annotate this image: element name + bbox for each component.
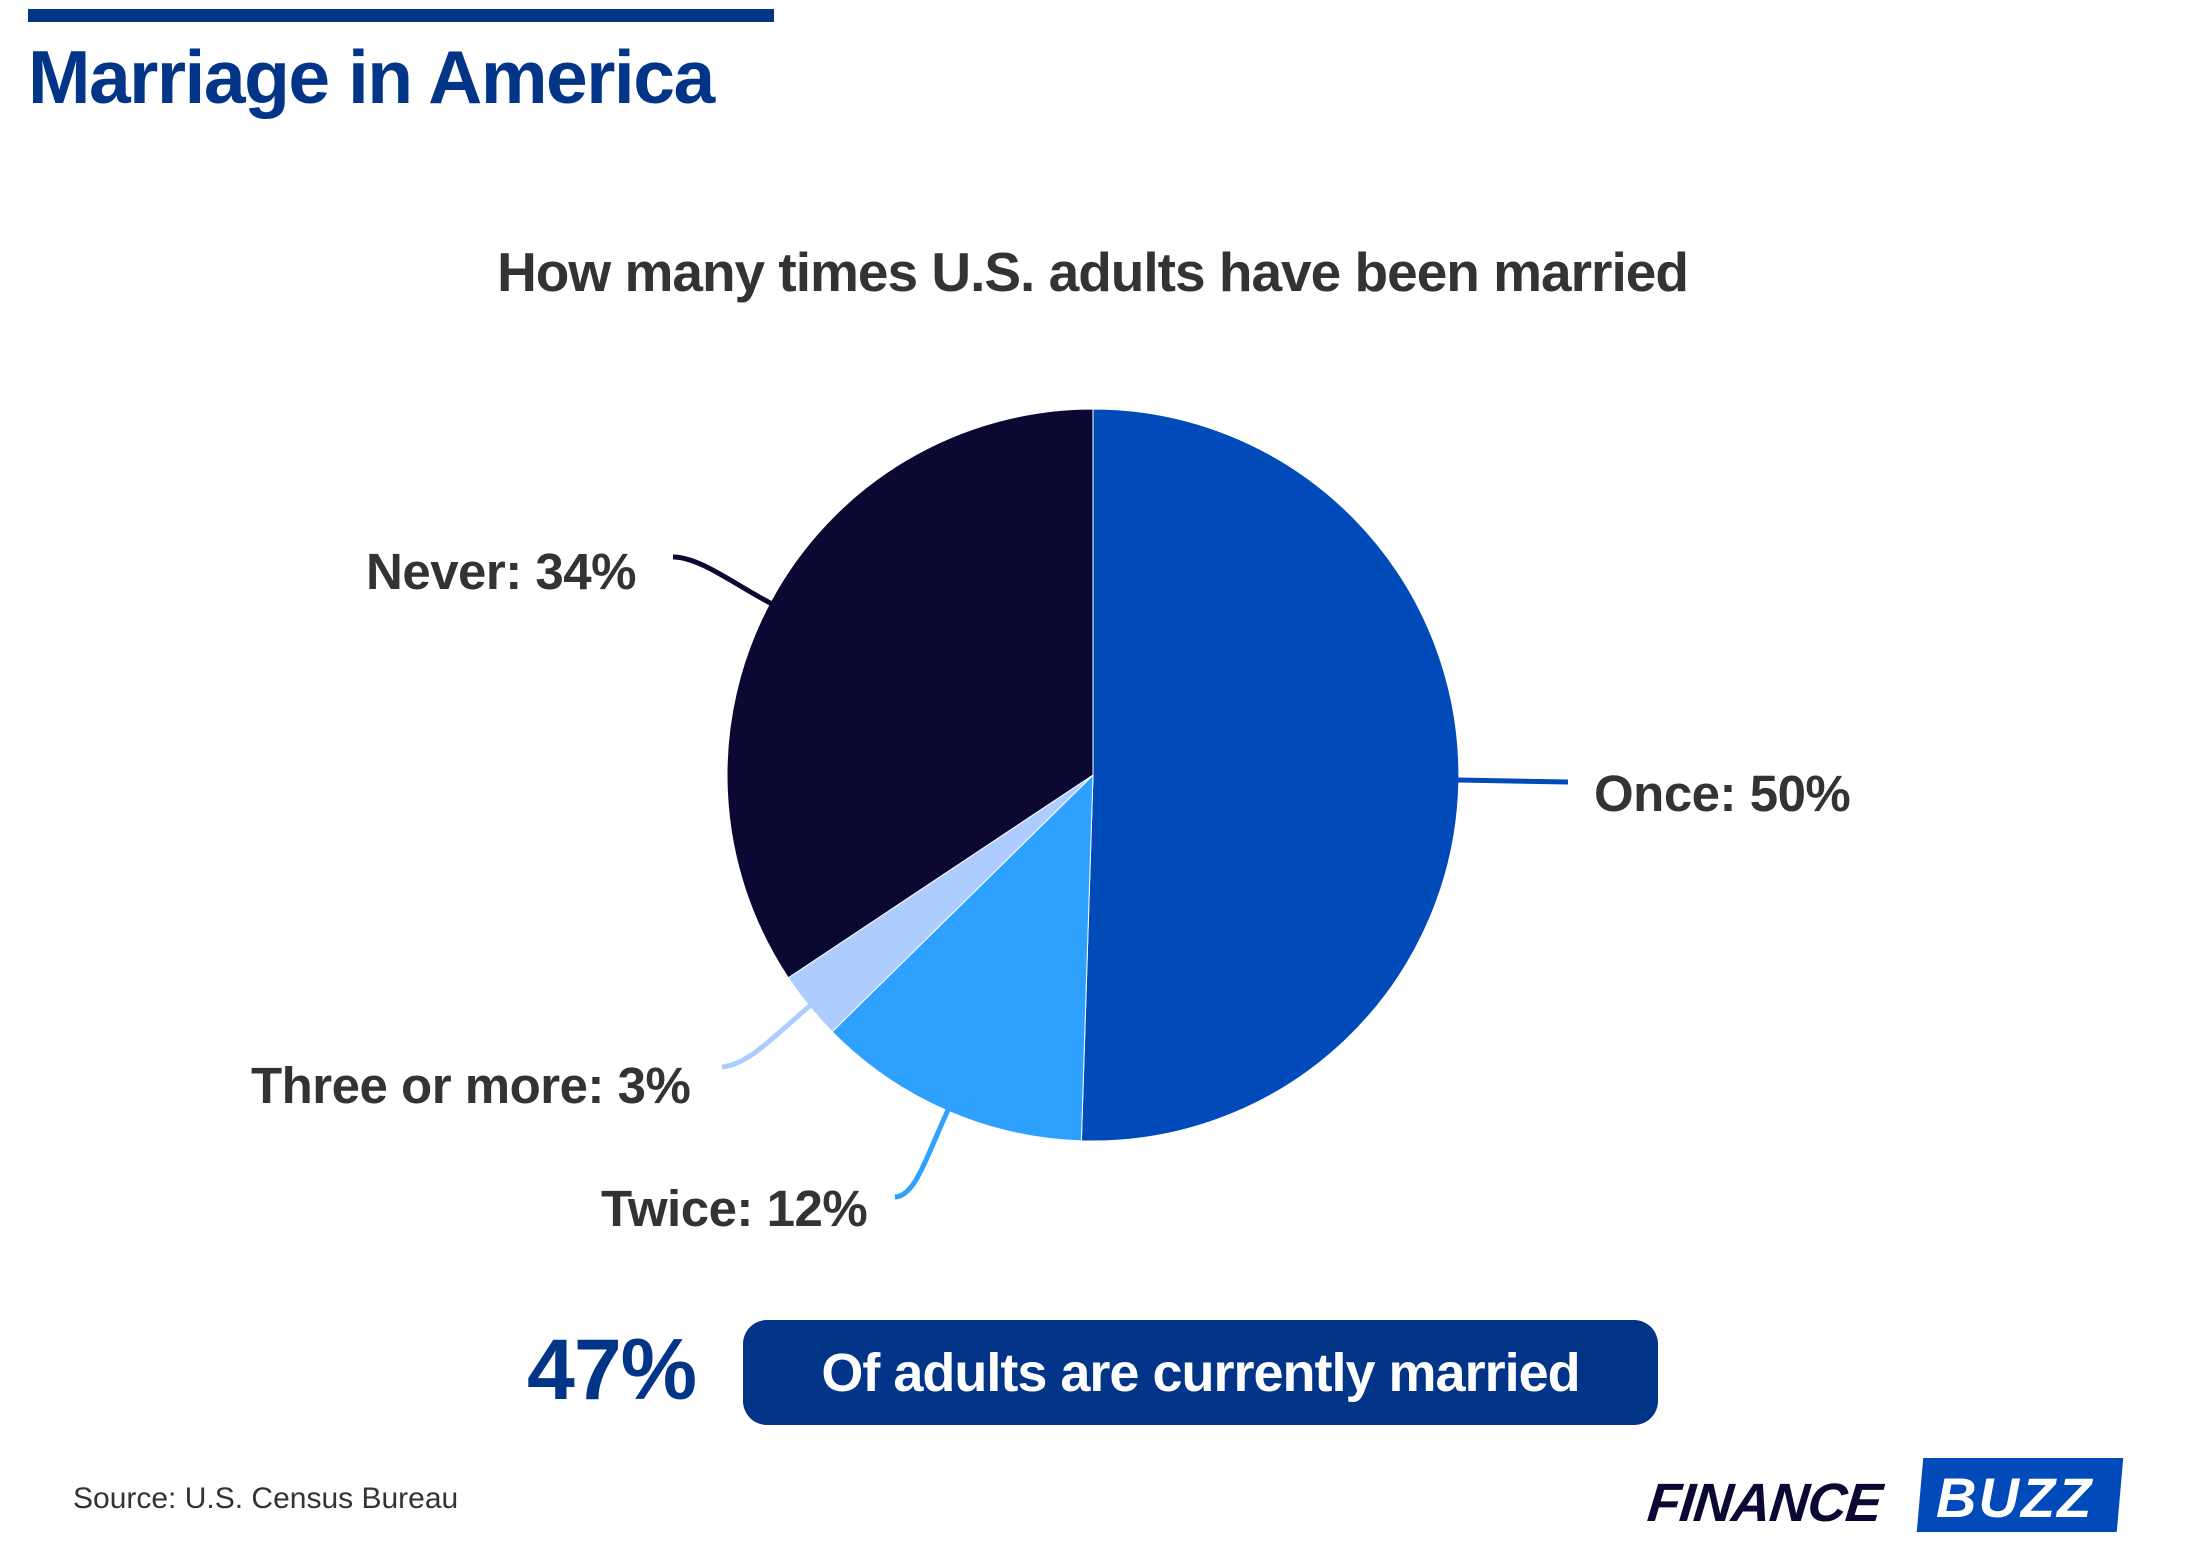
pie-slices — [726, 408, 1460, 1142]
label-twice: Twice: 12% — [601, 1180, 868, 1237]
financebuzz-logo: FINANCE BUZZ — [1644, 1458, 2124, 1534]
leader-line-twice — [894, 1108, 951, 1200]
stat-pill-text: Of adults are currently married — [821, 1342, 1580, 1403]
source-note: Source: U.S. Census Bureau — [73, 1482, 459, 1515]
stat-value: 47% — [527, 1322, 697, 1418]
leader-lines — [672, 554, 1569, 1200]
chart-title-text: How many times U.S. adults have been mar… — [497, 241, 1689, 303]
leader-line-three — [721, 1002, 814, 1070]
chart-title: How many times U.S. adults have been mar… — [0, 245, 2187, 300]
logo-finance-text: FINANCE — [1644, 1473, 1885, 1533]
label-once: Once: 50% — [1594, 765, 1851, 822]
leader-line-once — [1457, 777, 1569, 785]
pie-slice-once — [1080, 408, 1460, 1142]
label-never: Never: 34% — [366, 543, 637, 600]
stat-pill: Of adults are currently married — [743, 1320, 1658, 1425]
leader-line-never — [672, 554, 776, 608]
label-three-or-more: Three or more: 3% — [251, 1057, 691, 1114]
page-title: Marriage in America — [28, 35, 715, 119]
header-accent-bar — [28, 9, 774, 22]
logo-buzz-text: BUZZ — [1936, 1466, 2094, 1529]
